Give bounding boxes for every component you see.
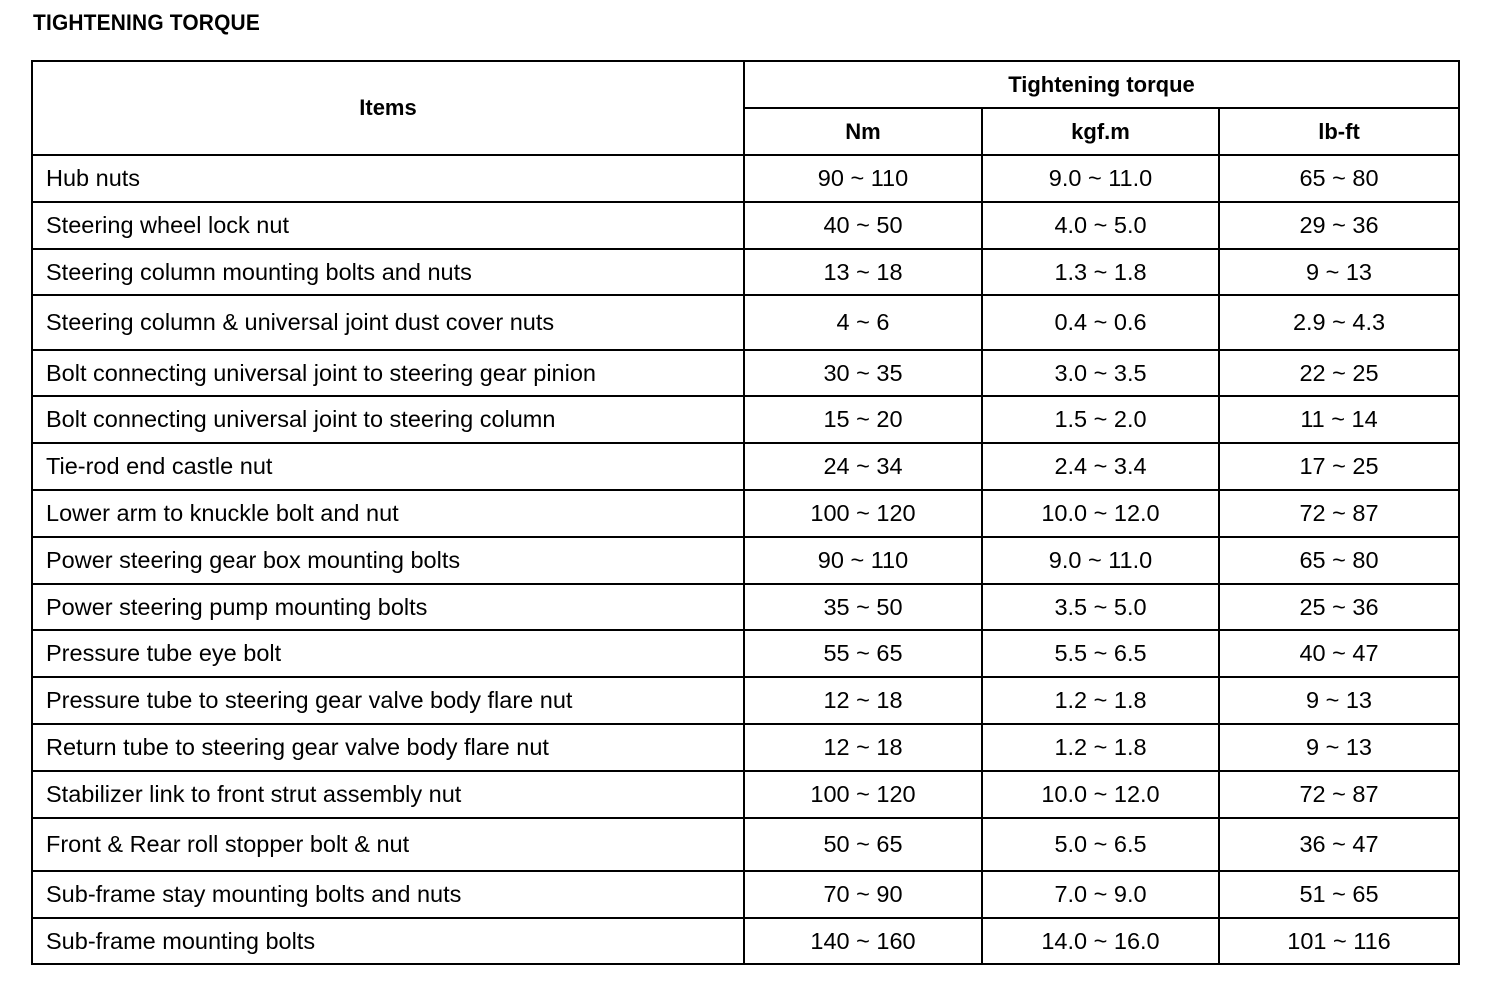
item-cell: Steering wheel lock nut xyxy=(31,201,745,250)
item-cell: Steering column mounting bolts and nuts xyxy=(31,248,745,296)
nm-cell: 90 ~ 110 xyxy=(743,536,983,585)
nm-cell: 70 ~ 90 xyxy=(743,870,983,919)
nm-cell: 12 ~ 18 xyxy=(743,723,983,772)
kgfm-cell: 1.2 ~ 1.8 xyxy=(981,723,1220,772)
item-cell: Sub-frame stay mounting bolts and nuts xyxy=(31,870,745,919)
table-row: Steering wheel lock nut 40 ~ 50 4.0 ~ 5.0 2… xyxy=(31,201,1460,250)
table-row: Pressure tube eye bolt 55 ~ 65 5.5 ~ 6.5 40… xyxy=(31,629,1460,678)
header-tightening-torque: Tightening torque xyxy=(743,60,1460,109)
header-nm: Nm xyxy=(743,107,983,156)
nm-cell: 100 ~ 120 xyxy=(743,489,983,538)
page-title: TIGHTENING TORQUE xyxy=(33,10,260,35)
lbft-cell: 65 ~ 80 xyxy=(1218,154,1460,203)
table-row: Front & Rear roll stopper bolt & nut 50 ~… xyxy=(31,817,1460,872)
kgfm-cell: 10.0 ~ 12.0 xyxy=(981,489,1220,538)
lbft-cell: 17 ~ 25 xyxy=(1218,442,1460,491)
lbft-cell: 25 ~ 36 xyxy=(1218,583,1460,631)
table-row: Hub nuts 90 ~ 110 9.0 ~ 11.0 65 ~ 80 xyxy=(31,154,1460,203)
table-row: Power steering pump mounting bolts 35 ~ 5… xyxy=(31,583,1460,631)
nm-cell: 15 ~ 20 xyxy=(743,395,983,444)
nm-cell: 50 ~ 65 xyxy=(743,817,983,872)
kgfm-cell: 5.5 ~ 6.5 xyxy=(981,629,1220,678)
item-cell: Steering column & universal joint dust c… xyxy=(31,294,745,351)
header-lbft: lb-ft xyxy=(1218,107,1460,156)
table-row: Bolt connecting universal joint to steer… xyxy=(31,395,1460,444)
item-cell: Bolt connecting universal joint to steer… xyxy=(31,349,745,397)
table-row: Steering column & universal joint dust c… xyxy=(31,294,1460,351)
lbft-cell: 29 ~ 36 xyxy=(1218,201,1460,250)
kgfm-cell: 10.0 ~ 12.0 xyxy=(981,770,1220,819)
lbft-cell: 72 ~ 87 xyxy=(1218,489,1460,538)
table-row: Return tube to steering gear valve body … xyxy=(31,723,1460,772)
kgfm-cell: 9.0 ~ 11.0 xyxy=(981,154,1220,203)
table-row: Power steering gear box mounting bolts 90… xyxy=(31,536,1460,585)
item-cell: Stabilizer link to front strut assembly … xyxy=(31,770,745,819)
lbft-cell: 51 ~ 65 xyxy=(1218,870,1460,919)
table-row: Tie-rod end castle nut 24 ~ 34 2.4 ~ 3.4 17… xyxy=(31,442,1460,491)
kgfm-cell: 0.4 ~ 0.6 xyxy=(981,294,1220,351)
nm-cell: 4 ~ 6 xyxy=(743,294,983,351)
nm-cell: 12 ~ 18 xyxy=(743,676,983,725)
lbft-cell: 101 ~ 116 xyxy=(1218,917,1460,965)
nm-cell: 35 ~ 50 xyxy=(743,583,983,631)
table-row: Lower arm to knuckle bolt and nut 100 ~ 1… xyxy=(31,489,1460,538)
table-row: Sub-frame stay mounting bolts and nuts 70… xyxy=(31,870,1460,919)
kgfm-cell: 1.5 ~ 2.0 xyxy=(981,395,1220,444)
item-cell: Front & Rear roll stopper bolt & nut xyxy=(31,817,745,872)
nm-cell: 100 ~ 120 xyxy=(743,770,983,819)
kgfm-cell: 7.0 ~ 9.0 xyxy=(981,870,1220,919)
table-row: Sub-frame mounting bolts 140 ~ 160 14.0 ~ … xyxy=(31,917,1460,965)
kgfm-cell: 2.4 ~ 3.4 xyxy=(981,442,1220,491)
lbft-cell: 9 ~ 13 xyxy=(1218,248,1460,296)
nm-cell: 90 ~ 110 xyxy=(743,154,983,203)
nm-cell: 24 ~ 34 xyxy=(743,442,983,491)
lbft-cell: 11 ~ 14 xyxy=(1218,395,1460,444)
item-cell: Return tube to steering gear valve body … xyxy=(31,723,745,772)
torque-table: Items Tightening torque Nm kgf.m lb-ft H… xyxy=(31,60,1460,965)
lbft-cell: 65 ~ 80 xyxy=(1218,536,1460,585)
table-row: Bolt connecting universal joint to steer… xyxy=(31,349,1460,397)
table-row: Steering column mounting bolts and nuts 1… xyxy=(31,248,1460,296)
nm-cell: 40 ~ 50 xyxy=(743,201,983,250)
header-kgfm: kgf.m xyxy=(981,107,1220,156)
item-cell: Bolt connecting universal joint to steer… xyxy=(31,395,745,444)
item-cell: Tie-rod end castle nut xyxy=(31,442,745,491)
kgfm-cell: 1.2 ~ 1.8 xyxy=(981,676,1220,725)
kgfm-cell: 5.0 ~ 6.5 xyxy=(981,817,1220,872)
item-cell: Hub nuts xyxy=(31,154,745,203)
nm-cell: 140 ~ 160 xyxy=(743,917,983,965)
header-items: Items xyxy=(31,60,745,156)
kgfm-cell: 4.0 ~ 5.0 xyxy=(981,201,1220,250)
item-cell: Power steering gear box mounting bolts xyxy=(31,536,745,585)
lbft-cell: 72 ~ 87 xyxy=(1218,770,1460,819)
nm-cell: 13 ~ 18 xyxy=(743,248,983,296)
lbft-cell: 40 ~ 47 xyxy=(1218,629,1460,678)
kgfm-cell: 3.0 ~ 3.5 xyxy=(981,349,1220,397)
item-cell: Sub-frame mounting bolts xyxy=(31,917,745,965)
lbft-cell: 9 ~ 13 xyxy=(1218,676,1460,725)
lbft-cell: 36 ~ 47 xyxy=(1218,817,1460,872)
kgfm-cell: 1.3 ~ 1.8 xyxy=(981,248,1220,296)
item-cell: Pressure tube eye bolt xyxy=(31,629,745,678)
nm-cell: 55 ~ 65 xyxy=(743,629,983,678)
lbft-cell: 9 ~ 13 xyxy=(1218,723,1460,772)
item-cell: Power steering pump mounting bolts xyxy=(31,583,745,631)
lbft-cell: 22 ~ 25 xyxy=(1218,349,1460,397)
lbft-cell: 2.9 ~ 4.3 xyxy=(1218,294,1460,351)
kgfm-cell: 9.0 ~ 11.0 xyxy=(981,536,1220,585)
nm-cell: 30 ~ 35 xyxy=(743,349,983,397)
item-cell: Pressure tube to steering gear valve bod… xyxy=(31,676,745,725)
item-cell: Lower arm to knuckle bolt and nut xyxy=(31,489,745,538)
table-row: Pressure tube to steering gear valve bod… xyxy=(31,676,1460,725)
kgfm-cell: 14.0 ~ 16.0 xyxy=(981,917,1220,965)
kgfm-cell: 3.5 ~ 5.0 xyxy=(981,583,1220,631)
table-row: Stabilizer link to front strut assembly … xyxy=(31,770,1460,819)
